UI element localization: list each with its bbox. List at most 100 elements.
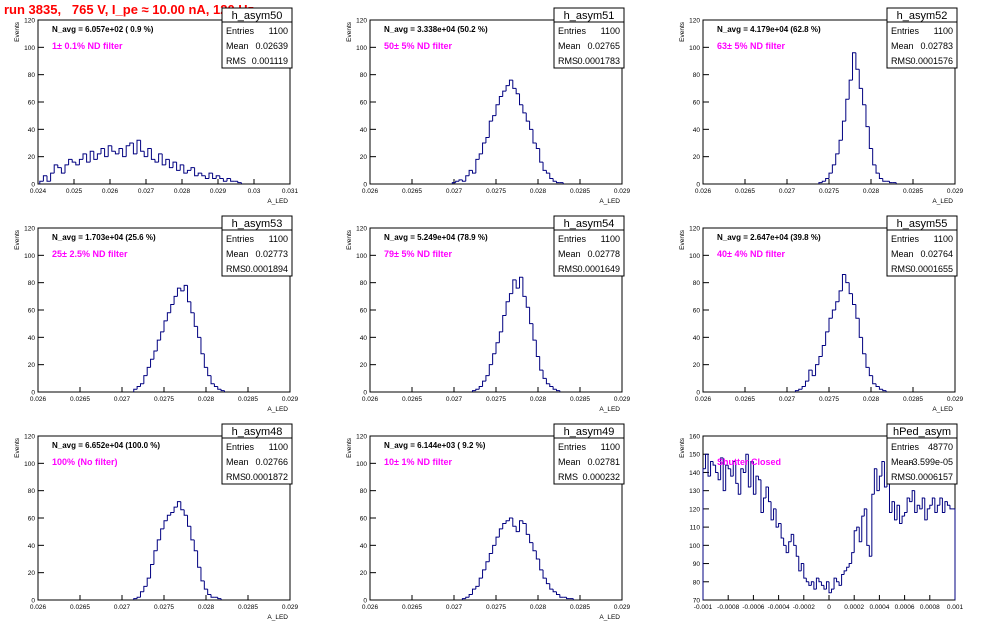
histogram-bin: [519, 276, 523, 289]
stats-box: [221, 7, 293, 69]
stats-key-mean: Mean: [558, 41, 581, 51]
stats-value-mean: 0.02773: [255, 249, 288, 259]
stats-key-rms: RMS: [891, 264, 911, 274]
histogram-bin: [825, 331, 829, 346]
y-tick-label: 60: [693, 100, 701, 107]
histogram-bin: [180, 501, 185, 511]
histogram-bin: [515, 88, 520, 95]
y-tick-label: 20: [360, 570, 368, 577]
y-tick-label: 20: [28, 362, 36, 369]
histogram-bin: [828, 317, 833, 332]
x-tick-label: 0.027: [114, 604, 131, 611]
histogram-bin: [502, 522, 507, 529]
histogram-bin: [495, 536, 500, 546]
histogram-bin: [136, 386, 141, 390]
histogram-bin: [765, 486, 769, 498]
stats-key-entries: Entries: [558, 442, 587, 452]
histogram-bin: [924, 497, 928, 521]
histogram-bin: [891, 501, 895, 513]
histogram-bin: [492, 353, 496, 365]
navg-label: N_avg = 5.249e+04 (78.9 %): [384, 233, 488, 242]
histogram-bin: [136, 139, 141, 154]
x-tick-label: 0.0285: [570, 188, 590, 195]
histogram-bin: [200, 337, 205, 355]
navg-label: N_avg = 4.179e+04 (62.8 %): [717, 25, 821, 34]
stats-key-rms: RMS: [558, 264, 578, 274]
stats-value-rms: 0.0006157: [910, 472, 953, 482]
y-tick-label: 0: [696, 390, 700, 397]
histogram-bin: [197, 172, 202, 176]
histogram-bin: [545, 170, 550, 174]
histogram-bin: [702, 468, 706, 600]
histogram-bin: [762, 497, 766, 513]
histogram-bin: [532, 542, 537, 552]
histogram-bin: [750, 461, 754, 488]
x-tick-label: 0.026: [695, 396, 712, 403]
histogram-bin: [237, 181, 242, 184]
histogram-bin: [730, 468, 734, 477]
histogram-bin: [862, 337, 866, 355]
stats-value-entries: 48770: [928, 442, 953, 452]
stats-box: [221, 215, 293, 277]
y-tick-label: 20: [28, 570, 36, 577]
stats-value-entries: 1100: [601, 442, 620, 452]
histogram-bin: [843, 570, 847, 575]
y-tick-label: 120: [24, 226, 35, 233]
x-tick-label: 0.0285: [238, 396, 258, 403]
histogram-bin: [492, 115, 496, 122]
histogram-bin: [858, 318, 863, 338]
filter-label: 10± 1% ND filter: [384, 457, 452, 467]
histogram-panel-hPed_asym: 708090100110120130140150160Events-0.001-…: [679, 423, 964, 611]
y-tick-label: 120: [24, 434, 35, 441]
histogram-bin: [193, 312, 198, 327]
stats-value-mean: 0.02765: [587, 41, 620, 51]
histogram-series: [451, 79, 564, 184]
y-tick-label: 120: [356, 18, 367, 25]
y-axis-label: Events: [346, 437, 353, 458]
stats-title: h_asym49: [564, 426, 615, 438]
y-tick-label: 40: [360, 543, 368, 550]
filter-label: 50± 5% ND filter: [384, 41, 452, 51]
stats-value-mean: 0.02781: [587, 457, 620, 467]
histogram-bin: [86, 153, 91, 163]
histogram-bin: [906, 497, 910, 513]
histogram-bin: [96, 153, 101, 160]
histogram-bin: [858, 69, 863, 89]
stats-key-rms: RMS: [558, 56, 578, 66]
histogram-bin: [176, 501, 181, 508]
stats-box: [886, 7, 958, 69]
x-axis-label: A_LED: [932, 198, 953, 205]
histogram-bin: [532, 129, 537, 144]
histogram-bin: [161, 153, 166, 166]
histogram-bin: [180, 288, 185, 292]
stats-value-entries: 1100: [934, 26, 953, 36]
x-tick-label: 0.028: [863, 188, 880, 195]
x-tick-label: 0.0265: [735, 188, 755, 195]
histogram-bin: [505, 85, 510, 92]
histogram-bin: [798, 388, 803, 391]
x-tick-label: 0.0275: [486, 604, 506, 611]
stats-key-rms: RMS: [891, 56, 911, 66]
y-tick-label: 120: [689, 226, 700, 233]
histogram-bin: [133, 388, 138, 392]
histogram-bin: [941, 497, 945, 514]
stats-key-rms: RMS: [226, 472, 246, 482]
histogram-bin: [132, 143, 137, 155]
histogram-bin: [549, 583, 554, 590]
x-tick-label: 0.0265: [402, 188, 422, 195]
x-tick-label: 0.0265: [70, 396, 90, 403]
histogram-bin: [773, 508, 777, 520]
stats-value-rms: 0.0001576: [910, 56, 953, 66]
stats-value-entries: 1100: [934, 234, 953, 244]
histogram-bin: [502, 314, 507, 332]
histogram-bin: [931, 497, 935, 506]
histogram-bin: [914, 490, 918, 514]
y-tick-label: 60: [693, 308, 701, 315]
histogram-bin: [929, 504, 933, 509]
histogram-bin: [478, 386, 483, 390]
histogram-bin: [160, 331, 164, 341]
y-tick-label: 100: [356, 253, 367, 260]
stats-value-rms: 0.0001783: [577, 56, 620, 66]
histogram-bin: [801, 386, 806, 390]
